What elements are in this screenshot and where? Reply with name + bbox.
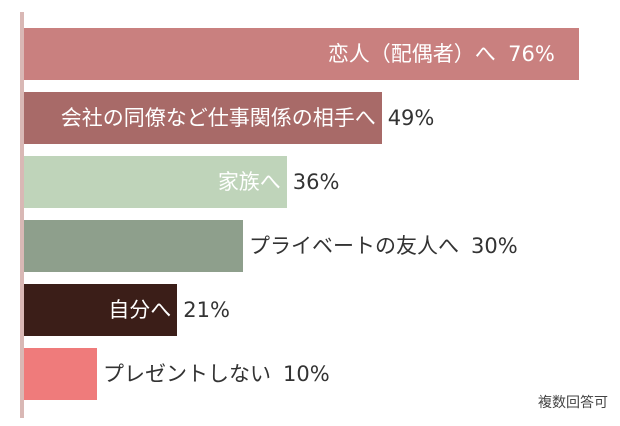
- value-label: 36%: [292, 170, 340, 194]
- category-label: 家族へ: [217, 170, 281, 194]
- category-label: 自分へ: [108, 298, 172, 322]
- value-label: 30%: [471, 234, 518, 258]
- category-label: 会社の同僚など仕事関係の相手へ: [60, 106, 376, 130]
- value-label: 76%: [508, 42, 555, 66]
- value-label: 10%: [283, 362, 330, 386]
- bar: [24, 220, 243, 272]
- category-label: 恋人（配偶者）へ: [327, 42, 496, 66]
- bar: [24, 156, 287, 208]
- bar: [24, 92, 382, 144]
- bar: [24, 28, 579, 80]
- value-label: 49%: [387, 106, 435, 130]
- category-label: プライベートの友人へ: [249, 234, 459, 258]
- bar: [24, 284, 178, 336]
- axis-line: [20, 12, 24, 418]
- bar: [24, 348, 97, 400]
- chart-note: 複数回答可: [538, 395, 608, 411]
- category-label: プレゼントしない: [103, 362, 271, 386]
- value-label: 21%: [183, 298, 230, 322]
